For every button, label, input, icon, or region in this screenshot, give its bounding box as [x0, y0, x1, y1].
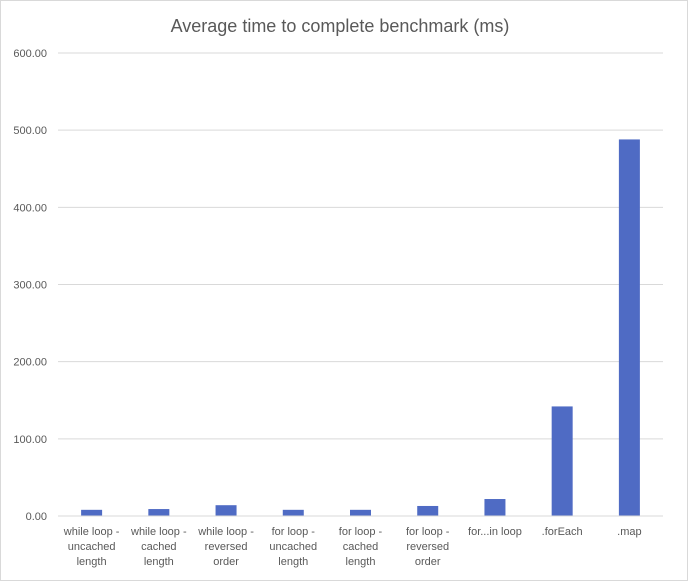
chart-title: Average time to complete benchmark (ms) [171, 16, 510, 36]
x-category-label: while loop -reversed order [197, 526, 254, 568]
x-category-label: .map [617, 526, 641, 538]
x-category-label: for loop -cached length [339, 526, 383, 568]
y-tick-label: 100.00 [13, 434, 47, 446]
x-category-label: .forEach [542, 526, 583, 538]
bar [282, 509, 304, 516]
bar [148, 509, 170, 516]
bar [81, 509, 103, 516]
bar [551, 406, 573, 516]
y-axis-tick-labels: 0.00 100.00 200.00 300.00 400.00 500.00 600.00 [13, 48, 47, 523]
x-category-label: while loop -cached length [130, 526, 187, 568]
gridlines [58, 52, 663, 440]
bar [484, 499, 506, 516]
x-category-label: for...in loop [468, 526, 522, 538]
y-tick-label: 600.00 [13, 48, 47, 60]
bar [215, 505, 237, 516]
x-category-label: for loop -uncached length [269, 526, 317, 568]
bars [81, 139, 640, 516]
y-tick-label: 400.00 [13, 202, 47, 214]
y-tick-label: 0.00 [26, 511, 47, 523]
x-category-label: for loop -reversed order [406, 526, 450, 568]
y-tick-label: 500.00 [13, 125, 47, 137]
y-tick-label: 300.00 [13, 280, 47, 292]
y-tick-label: 200.00 [13, 357, 47, 369]
bar [618, 139, 640, 516]
x-category-label: while loop -uncached length [63, 526, 120, 568]
bar [417, 505, 439, 516]
bar [350, 509, 371, 516]
